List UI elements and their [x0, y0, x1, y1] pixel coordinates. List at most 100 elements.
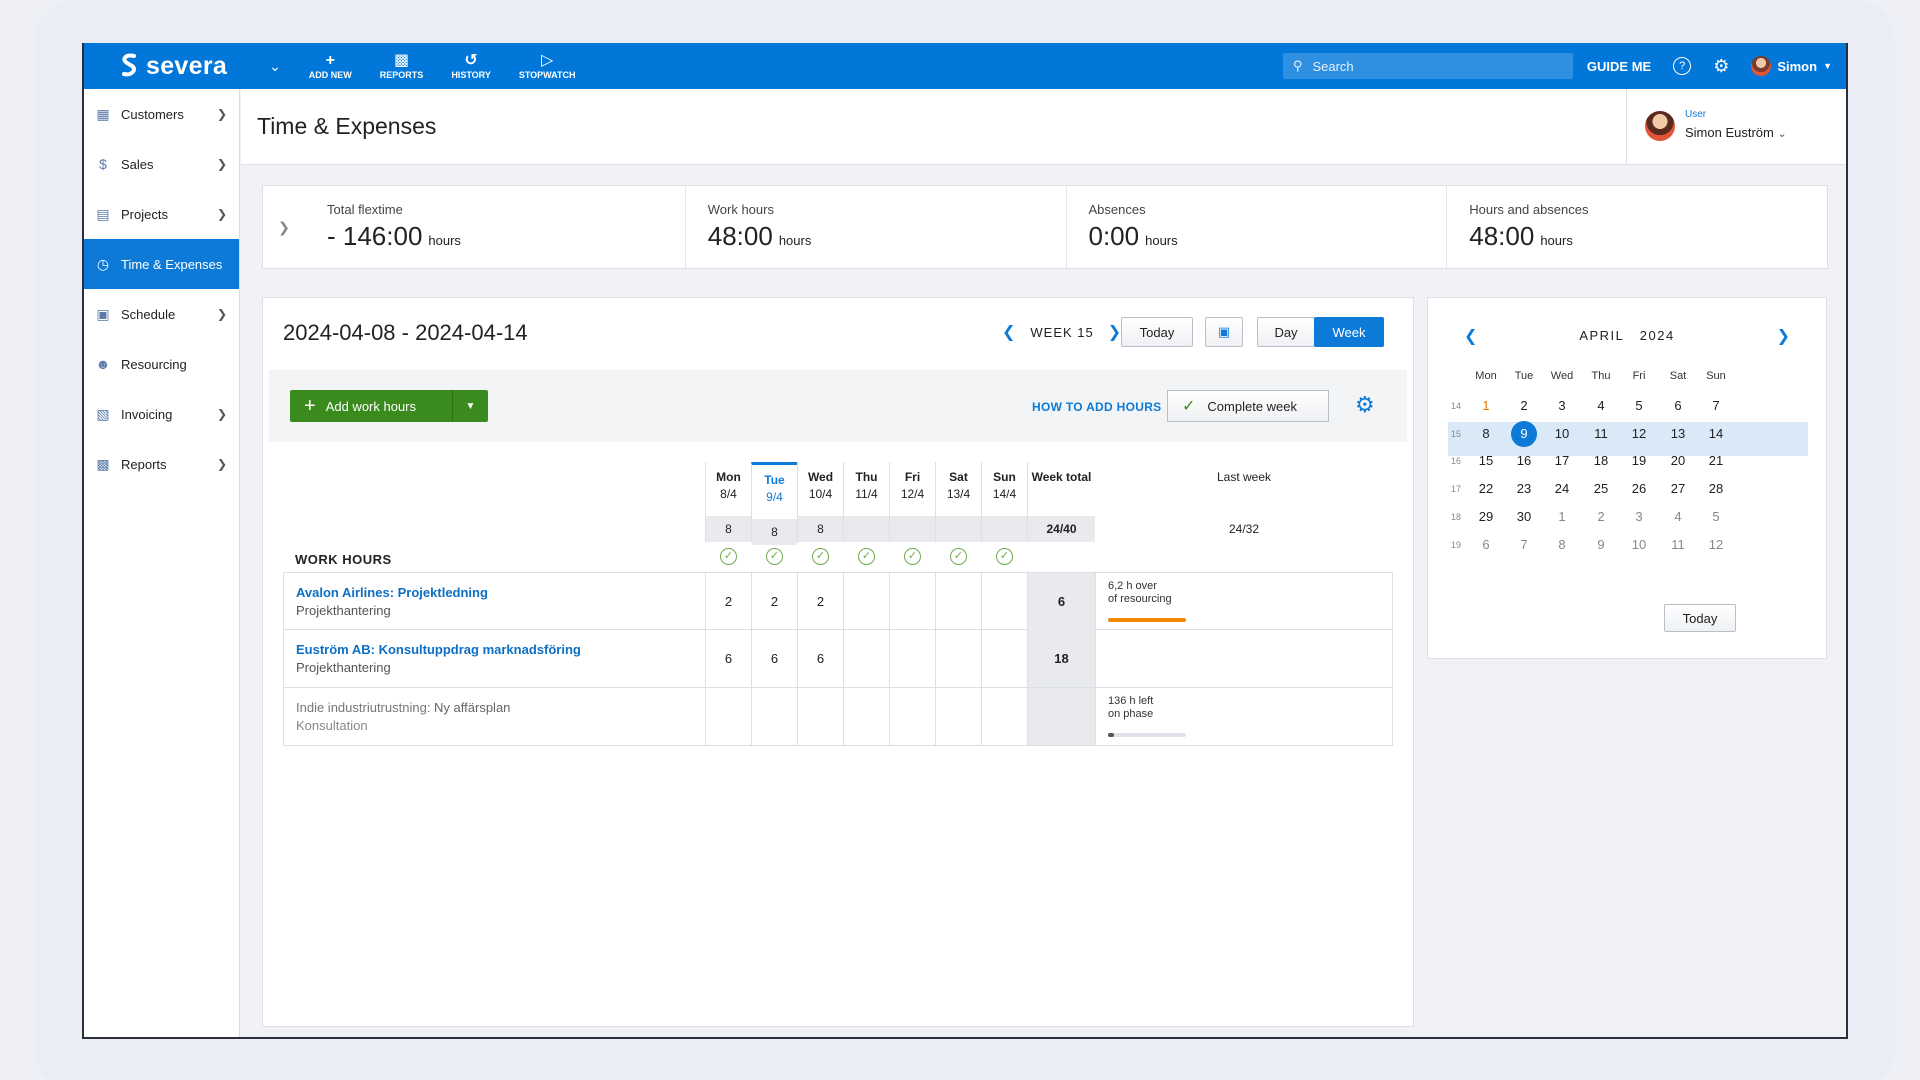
calendar-day[interactable]: 3: [1558, 398, 1566, 413]
week-view-button[interactable]: Week: [1314, 317, 1384, 347]
hours-cell[interactable]: [889, 573, 935, 630]
gear-icon[interactable]: ⚙: [1713, 55, 1730, 76]
week-number[interactable]: 18: [1450, 511, 1461, 522]
calendar-day[interactable]: 4: [1674, 508, 1682, 524]
day-header-thu[interactable]: Thu 11/4: [843, 462, 889, 542]
calendar-day[interactable]: 5: [1635, 398, 1643, 413]
guide-me-button[interactable]: GUIDE ME: [1586, 58, 1652, 74]
hours-cell[interactable]: [935, 630, 981, 687]
week-number[interactable]: 17: [1450, 484, 1461, 495]
calendar-day[interactable]: 9: [1597, 536, 1605, 552]
calendar-day[interactable]: 12: [1631, 425, 1647, 441]
sidebar-item-resourcing[interactable]: ☻ Resourcing: [95, 356, 187, 372]
how-to-add-hours-link[interactable]: HOW TO ADD HOURS: [1032, 400, 1162, 414]
hours-cell[interactable]: [751, 688, 797, 745]
calendar-day[interactable]: 7: [1712, 398, 1720, 413]
calendar-day[interactable]: 16: [1516, 453, 1532, 469]
user-selector[interactable]: User Simon Euström ⌄: [1626, 89, 1846, 165]
calendar-day[interactable]: 3: [1635, 508, 1643, 524]
calendar-day[interactable]: 6: [1482, 536, 1490, 552]
calendar-day[interactable]: 9: [1520, 425, 1528, 441]
day-header-wed[interactable]: Wed 10/4 8: [797, 462, 843, 542]
hours-cell[interactable]: [935, 573, 981, 630]
calendar-day[interactable]: 14: [1708, 425, 1724, 441]
table-row[interactable]: Euström AB: Konsultuppdrag marknadsförin…: [283, 630, 1393, 688]
table-row[interactable]: Avalon Airlines: Projektledning Projektha…: [283, 572, 1393, 630]
calendar-day[interactable]: 18: [1593, 453, 1609, 469]
table-row[interactable]: Indie industriutrustning: Ny affärsplan K…: [283, 688, 1393, 746]
calendar-day[interactable]: 30: [1516, 508, 1532, 524]
calendar-day[interactable]: 11: [1671, 536, 1685, 552]
expand-chevron-icon[interactable]: ❯: [278, 218, 290, 235]
calendar-day[interactable]: 15: [1478, 453, 1494, 469]
week-number[interactable]: 14: [1450, 401, 1461, 411]
help-icon[interactable]: ?: [1673, 57, 1692, 75]
hours-cell[interactable]: 2: [797, 573, 843, 630]
chevron-down-icon[interactable]: ⌄: [269, 57, 281, 74]
history-button[interactable]: ↺ HISTORY: [451, 52, 491, 80]
calendar-day[interactable]: 23: [1516, 481, 1532, 497]
calendar-day[interactable]: 4: [1597, 398, 1605, 413]
hours-cell[interactable]: 6: [751, 630, 797, 687]
add-new-button[interactable]: + ADD NEW: [308, 52, 352, 80]
hours-cell[interactable]: [981, 573, 1027, 630]
day-header-tue[interactable]: Tue 9/4 8: [751, 462, 797, 545]
complete-week-button[interactable]: ✓ Complete week: [1167, 390, 1329, 422]
calendar-day[interactable]: 2: [1597, 508, 1605, 524]
brand-logo[interactable]: severa: [118, 52, 227, 81]
calendar-day[interactable]: 1: [1558, 508, 1566, 524]
add-work-hours-button[interactable]: + Add work hours ▼: [290, 390, 488, 422]
hours-cell[interactable]: [843, 630, 889, 687]
calendar-day[interactable]: 25: [1593, 481, 1609, 497]
hours-cell[interactable]: [889, 688, 935, 745]
calendar-day[interactable]: 8: [1558, 536, 1566, 552]
calendar-day[interactable]: 28: [1708, 481, 1724, 497]
sidebar-item-time-expenses[interactable]: ◷ Time & Expenses: [84, 239, 239, 289]
sidebar-item-reports[interactable]: ▩ Reports ❯: [84, 439, 239, 489]
search-input[interactable]: ⚲ Search: [1282, 53, 1573, 79]
calendar-day[interactable]: 7: [1520, 536, 1528, 552]
prev-month-icon[interactable]: ❮: [1464, 328, 1478, 345]
calendar-day[interactable]: 19: [1631, 453, 1647, 469]
hours-cell[interactable]: [981, 688, 1027, 745]
calendar-day[interactable]: 2: [1520, 398, 1528, 413]
hours-cell[interactable]: 2: [751, 573, 797, 630]
calendar-day[interactable]: 1: [1482, 398, 1490, 413]
calendar-day[interactable]: 5: [1712, 508, 1720, 524]
reports-button[interactable]: ▩ REPORTS: [379, 52, 424, 80]
hours-cell[interactable]: [935, 688, 981, 745]
sidebar-item-sales[interactable]: $ Sales ❯: [84, 139, 239, 189]
day-header-mon[interactable]: Mon 8/4 8: [705, 462, 751, 542]
sidebar-item-invoicing[interactable]: ▧ Invoicing ❯: [84, 389, 239, 439]
calendar-day[interactable]: 13: [1670, 425, 1686, 441]
calendar-day[interactable]: 22: [1478, 481, 1494, 497]
row-title[interactable]: Avalon Airlines: Projektledning Projektha…: [296, 585, 488, 618]
today-button[interactable]: Today: [1121, 317, 1193, 347]
calendar-day[interactable]: 6: [1674, 398, 1682, 413]
prev-week-icon[interactable]: ❮: [1002, 324, 1017, 341]
calendar-day[interactable]: 26: [1631, 481, 1647, 497]
sidebar-item-projects[interactable]: ▤ Projects ❯: [84, 189, 239, 239]
calendar-day[interactable]: 12: [1708, 536, 1724, 552]
calendar-day[interactable]: 29: [1478, 508, 1494, 524]
hours-cell[interactable]: [889, 630, 935, 687]
hours-cell[interactable]: 6: [797, 630, 843, 687]
calendar-day[interactable]: 11: [1594, 425, 1608, 441]
add-options-dropdown[interactable]: ▼: [452, 390, 488, 422]
row-title[interactable]: Indie industriutrustning: Ny affärsplan K…: [296, 700, 511, 733]
hours-cell[interactable]: 2: [705, 573, 751, 630]
calendar-day[interactable]: 20: [1670, 453, 1686, 469]
calendar-picker-icon[interactable]: ▣: [1205, 317, 1243, 347]
row-title[interactable]: Euström AB: Konsultuppdrag marknadsförin…: [296, 642, 581, 675]
hours-cell[interactable]: 6: [705, 630, 751, 687]
calendar-day[interactable]: 27: [1670, 481, 1686, 497]
hours-cell[interactable]: [843, 573, 889, 630]
week-number[interactable]: 16: [1450, 456, 1461, 467]
calendar-day[interactable]: 17: [1554, 453, 1570, 469]
calendar-day[interactable]: 24: [1554, 481, 1570, 497]
user-menu[interactable]: Simon ▼: [1751, 56, 1832, 76]
day-view-button[interactable]: Day: [1257, 317, 1315, 347]
next-month-icon[interactable]: ❯: [1776, 328, 1790, 345]
timesheet-settings-icon[interactable]: ⚙: [1355, 392, 1375, 417]
hours-cell[interactable]: [843, 688, 889, 745]
